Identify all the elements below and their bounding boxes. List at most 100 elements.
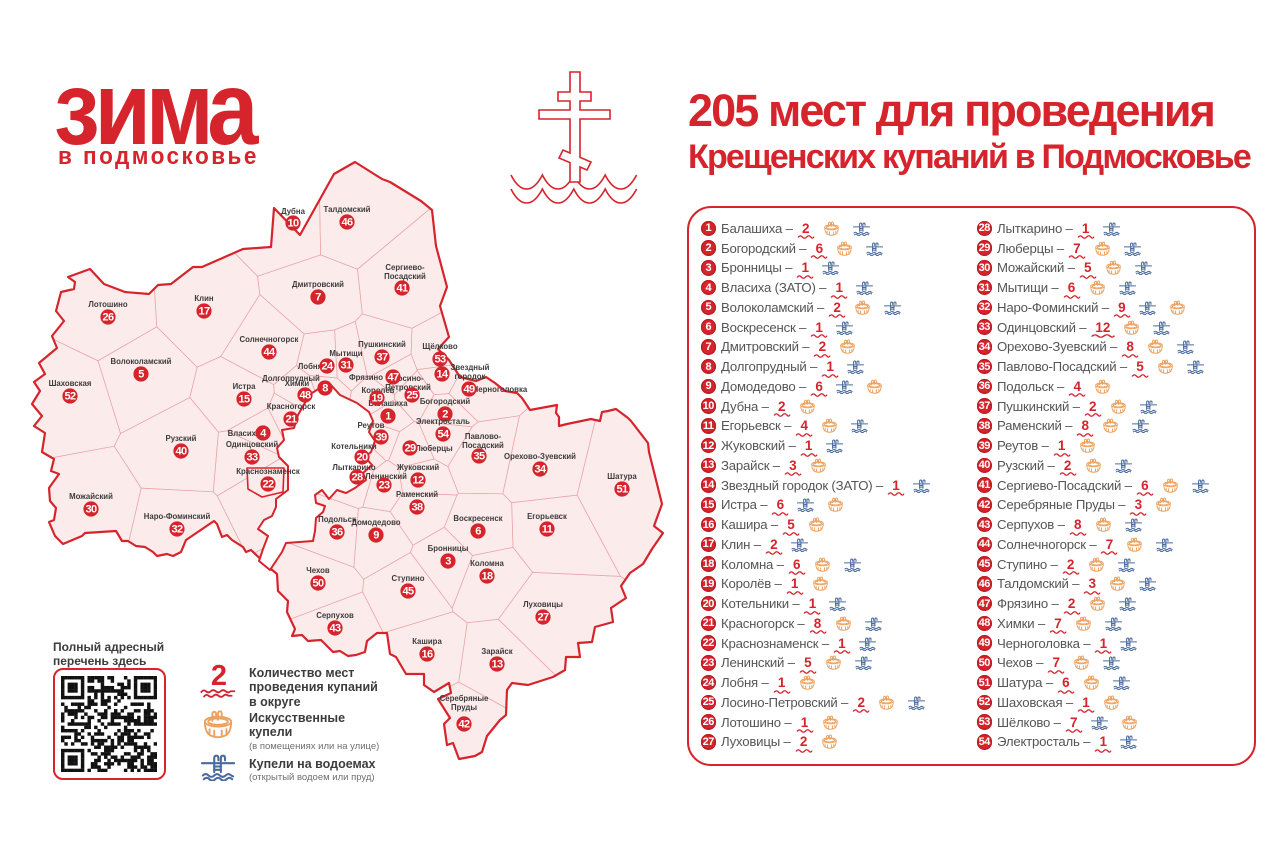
- svg-text:Посадский: Посадский: [384, 272, 426, 281]
- svg-text:5: 5: [138, 368, 144, 380]
- svg-text:Щёлково: Щёлково: [422, 342, 457, 351]
- svg-text:Пруды: Пруды: [451, 703, 477, 712]
- svg-text:Богородский: Богородский: [420, 397, 471, 406]
- svg-text:Серебряные: Серебряные: [440, 694, 489, 703]
- svg-text:53: 53: [434, 353, 446, 365]
- svg-text:26: 26: [102, 311, 114, 323]
- svg-text:9: 9: [373, 529, 379, 541]
- svg-text:3: 3: [445, 555, 451, 567]
- svg-text:Коломна: Коломна: [470, 559, 504, 568]
- svg-text:Звездный: Звездный: [451, 363, 490, 372]
- svg-text:41: 41: [396, 282, 408, 294]
- svg-text:Домодедово: Домодедово: [351, 518, 400, 527]
- svg-text:Лосино-: Лосино-: [392, 374, 424, 383]
- svg-text:23: 23: [378, 479, 390, 491]
- svg-text:47: 47: [387, 371, 399, 383]
- svg-text:19: 19: [371, 392, 383, 404]
- svg-text:33: 33: [246, 451, 258, 463]
- svg-text:31: 31: [340, 359, 352, 371]
- svg-text:Орехово-Зуевский: Орехово-Зуевский: [504, 452, 576, 461]
- svg-text:27: 27: [537, 611, 549, 623]
- svg-text:Посадский: Посадский: [462, 441, 504, 450]
- svg-text:28: 28: [351, 471, 363, 483]
- svg-text:Зарайск: Зарайск: [481, 647, 512, 656]
- svg-text:37: 37: [376, 351, 388, 363]
- svg-text:Лобня: Лобня: [298, 362, 322, 371]
- svg-text:36: 36: [331, 526, 343, 538]
- svg-text:Реутов: Реутов: [358, 421, 385, 430]
- svg-text:35: 35: [473, 450, 485, 462]
- svg-text:49: 49: [463, 383, 475, 395]
- svg-text:17: 17: [198, 305, 210, 317]
- svg-text:45: 45: [402, 585, 414, 597]
- svg-text:Наро-Фоминский: Наро-Фоминский: [144, 512, 211, 521]
- svg-text:Подольск: Подольск: [318, 515, 356, 524]
- svg-text:Люберцы: Люберцы: [415, 444, 453, 453]
- svg-text:Раменский: Раменский: [396, 490, 438, 499]
- svg-text:46: 46: [341, 216, 353, 228]
- svg-text:Лыткарино: Лыткарино: [332, 463, 375, 472]
- svg-text:Электросталь: Электросталь: [416, 417, 470, 426]
- svg-text:54: 54: [437, 428, 450, 440]
- svg-text:Котельники: Котельники: [331, 442, 377, 451]
- svg-text:16: 16: [421, 648, 433, 660]
- svg-text:38: 38: [411, 501, 423, 513]
- svg-text:Воскресенск: Воскресенск: [453, 514, 502, 523]
- svg-text:51: 51: [616, 483, 628, 495]
- svg-text:Ленинский: Ленинский: [365, 472, 407, 481]
- svg-text:Краснознаменск: Краснознаменск: [236, 467, 300, 476]
- svg-text:Фрязино: Фрязино: [349, 373, 383, 382]
- svg-text:21: 21: [285, 413, 297, 425]
- svg-text:Павлово-: Павлово-: [465, 432, 502, 441]
- svg-text:34: 34: [534, 463, 547, 475]
- svg-text:7: 7: [315, 291, 321, 303]
- svg-text:Шатура: Шатура: [607, 472, 637, 481]
- svg-text:6: 6: [475, 525, 481, 537]
- svg-text:29: 29: [404, 442, 416, 454]
- svg-text:Шаховская: Шаховская: [49, 379, 92, 388]
- svg-text:Сергиево-: Сергиево-: [385, 263, 425, 272]
- svg-text:12: 12: [412, 474, 424, 486]
- svg-text:22: 22: [262, 478, 274, 490]
- svg-text:32: 32: [171, 523, 183, 535]
- svg-text:40: 40: [175, 445, 187, 457]
- svg-text:15: 15: [238, 393, 250, 405]
- svg-text:Черноголовка: Черноголовка: [473, 385, 528, 394]
- svg-text:Солнечногорск: Солнечногорск: [240, 335, 299, 344]
- svg-text:24: 24: [321, 360, 334, 372]
- svg-text:Рузский: Рузский: [166, 434, 197, 443]
- svg-text:13: 13: [491, 658, 503, 670]
- svg-text:42: 42: [458, 718, 470, 730]
- svg-text:50: 50: [312, 577, 324, 589]
- svg-text:Химки: Химки: [285, 379, 310, 388]
- svg-text:Истра: Истра: [233, 382, 257, 391]
- svg-text:Одинцовский: Одинцовский: [226, 440, 279, 449]
- svg-text:Ступино: Ступино: [392, 574, 425, 583]
- svg-text:Волоколамский: Волоколамский: [111, 357, 172, 366]
- svg-text:Клин: Клин: [194, 294, 214, 303]
- svg-text:Лотошино: Лотошино: [88, 300, 128, 309]
- svg-text:14: 14: [436, 368, 449, 380]
- svg-text:10: 10: [287, 217, 299, 229]
- svg-text:Бронницы: Бронницы: [428, 544, 469, 553]
- svg-text:Можайский: Можайский: [69, 492, 113, 501]
- svg-text:Красногорск: Красногорск: [267, 402, 316, 411]
- svg-text:30: 30: [85, 503, 97, 515]
- svg-text:52: 52: [64, 390, 76, 402]
- svg-text:Мытищи: Мытищи: [329, 349, 362, 358]
- svg-text:Долгопрудный: Долгопрудный: [262, 374, 320, 383]
- svg-text:Балашиха: Балашиха: [368, 399, 408, 408]
- svg-text:44: 44: [263, 346, 276, 358]
- svg-text:8: 8: [322, 382, 328, 394]
- svg-text:11: 11: [542, 523, 553, 535]
- svg-text:25: 25: [406, 389, 418, 401]
- svg-text:Талдомский: Талдомский: [324, 205, 371, 214]
- svg-text:2: 2: [442, 408, 448, 420]
- svg-text:Пушкинский: Пушкинский: [358, 340, 406, 349]
- svg-text:Серпухов: Серпухов: [316, 611, 354, 620]
- svg-text:43: 43: [329, 622, 341, 634]
- svg-text:48: 48: [299, 389, 311, 401]
- svg-text:39: 39: [375, 431, 387, 443]
- svg-text:18: 18: [481, 570, 493, 582]
- svg-text:Власиха: Власиха: [228, 429, 261, 438]
